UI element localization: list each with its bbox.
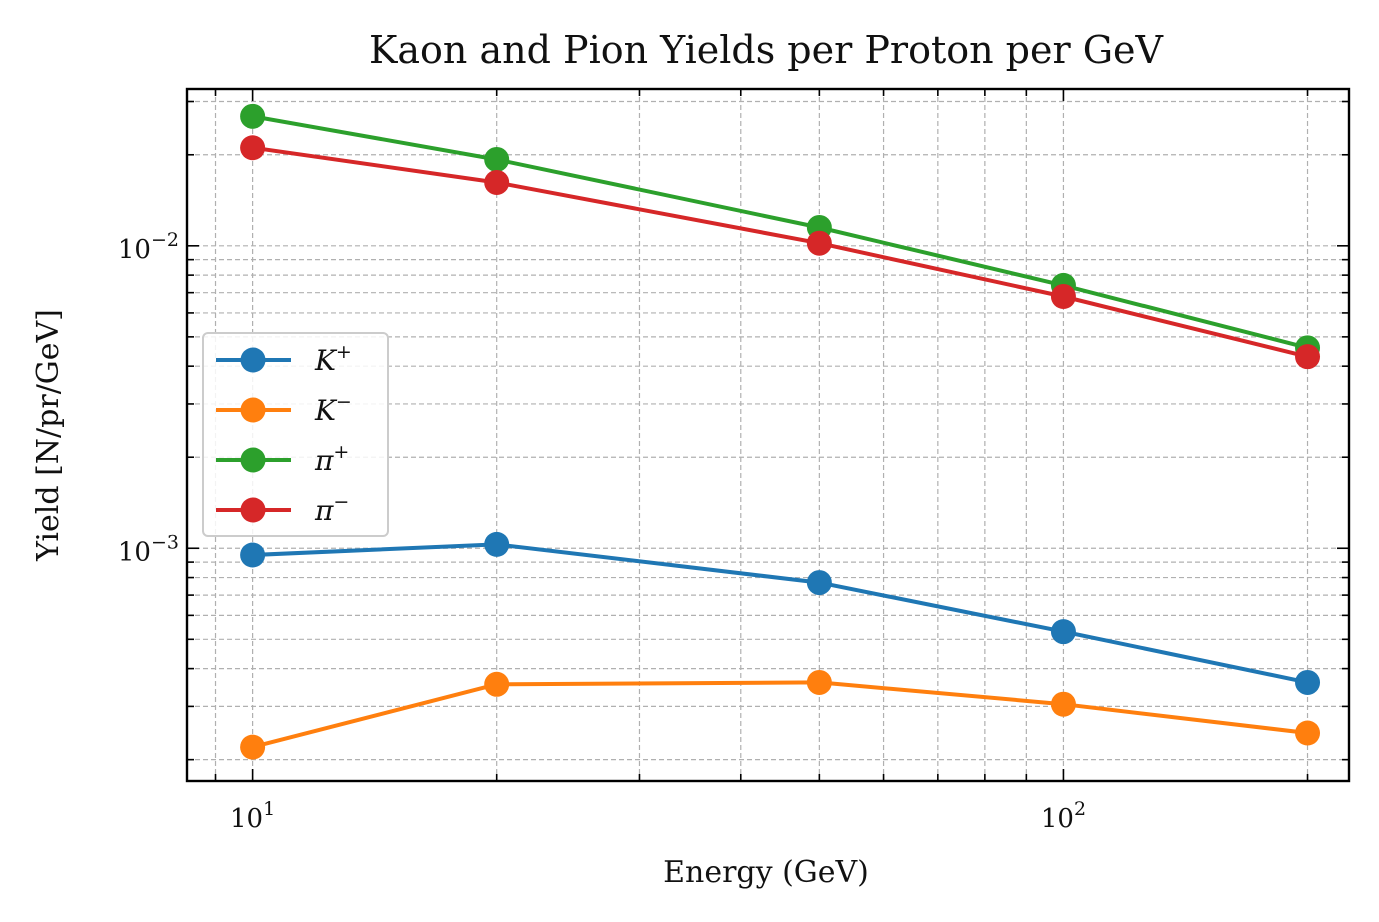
legend-marker [240,497,266,523]
series-line [252,145,1308,359]
legend: K+ K− π+ π− [202,332,389,537]
chart-title: Kaon and Pion Yields per Proton per GeV [369,28,1164,72]
legend-item: K− [216,391,352,427]
data-point [1295,344,1321,370]
legend-item: K+ [216,341,352,377]
ticks: 101 102 10−3 10−2 [118,89,1349,834]
data-point [806,230,832,256]
legend-box [202,332,389,537]
y-tick-label: 10−3 [118,531,179,567]
legend-item: π+ [216,441,349,477]
plot-frame [185,87,1351,783]
data-point [240,542,266,568]
legend-marker [240,397,266,423]
x-tick-label: 101 [230,798,275,834]
x-axis-label: Energy (GeV) [663,855,869,890]
legend-label: π− [314,491,349,527]
data-point [240,135,266,161]
series-1 [240,669,1321,760]
legend-marker [240,447,266,473]
data-point [1295,720,1321,746]
data-point [484,671,510,697]
legend-marker [240,347,266,373]
data-point [806,570,832,596]
data-point [484,531,510,557]
data-point [484,146,510,172]
data-point [1050,619,1076,645]
legend-label: π+ [314,441,349,477]
data-point [1050,691,1076,717]
data-point [484,169,510,195]
series-line [252,680,1308,750]
series-layer [240,103,1321,760]
data-point [240,734,266,760]
grid [187,89,1349,781]
legend-label: K− [314,391,352,427]
data-point [240,103,266,129]
series-3 [240,135,1321,370]
data-point [806,669,832,695]
legend-item: π− [216,491,349,527]
series-line [252,542,1308,685]
y-tick-label: 10−2 [118,229,179,265]
legend-label: K+ [314,341,352,377]
series-0 [240,531,1321,695]
y-axis-label: Yield [N/pr/GeV] [31,309,66,562]
x-tick-label: 102 [1041,798,1086,834]
data-point [1295,669,1321,695]
data-point [1050,283,1076,309]
